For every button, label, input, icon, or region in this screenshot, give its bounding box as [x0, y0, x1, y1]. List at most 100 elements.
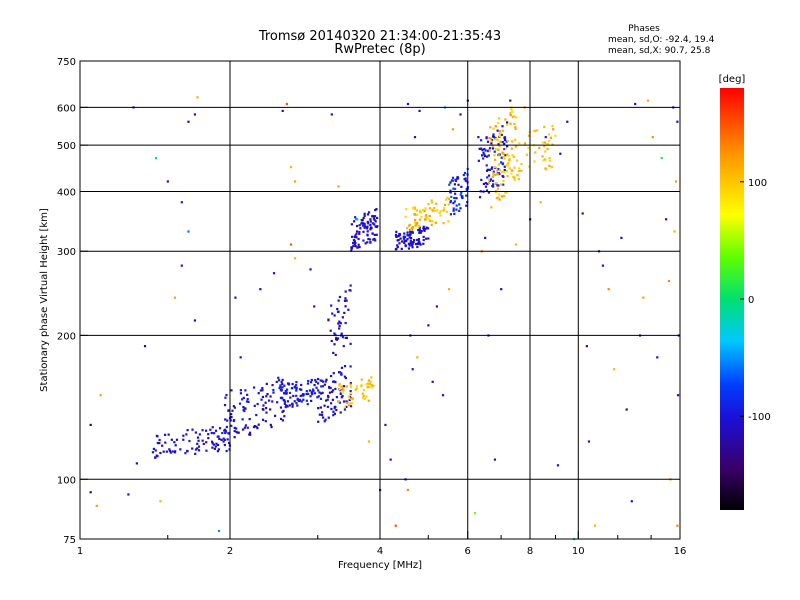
- echo-point: [259, 389, 262, 392]
- echo-point: [307, 392, 310, 396]
- echo-point: [215, 442, 218, 445]
- echo-point: [356, 246, 359, 249]
- echo-point: [527, 134, 531, 137]
- echo-point: [364, 226, 367, 229]
- echo-point: [406, 488, 410, 492]
- echo-point: [498, 130, 501, 133]
- echo-point: [281, 378, 284, 382]
- echo-point: [330, 304, 333, 307]
- echo-point: [241, 428, 245, 431]
- echo-point: [312, 389, 315, 392]
- echo-point: [338, 320, 341, 323]
- echo-point: [252, 386, 256, 389]
- echo-point: [288, 404, 291, 407]
- echo-point: [265, 395, 268, 398]
- echo-point: [173, 441, 176, 444]
- echo-point: [321, 411, 324, 414]
- echo-point: [194, 431, 197, 434]
- echo-point: [316, 382, 320, 385]
- echo-point: [227, 441, 231, 444]
- echo-point: [213, 447, 216, 450]
- echo-point: [486, 176, 489, 179]
- echo-point: [349, 402, 352, 405]
- echo-point: [435, 202, 438, 205]
- echo-point: [488, 149, 491, 153]
- echo-point: [409, 239, 412, 242]
- echo-point: [293, 257, 297, 260]
- echo-point: [230, 413, 233, 416]
- echo-point: [370, 383, 373, 387]
- echo-point: [168, 448, 171, 451]
- echo-point: [362, 388, 366, 392]
- echo-point: [443, 206, 446, 210]
- echo-point: [448, 183, 451, 186]
- echo-point: [413, 238, 416, 242]
- echo-point: [368, 238, 372, 241]
- echo-point: [496, 173, 500, 176]
- echo-point: [340, 373, 343, 376]
- echo-point: [544, 136, 547, 139]
- y-tick-label: 600: [57, 103, 76, 114]
- echo-point: [362, 230, 365, 233]
- echo-point: [367, 440, 371, 443]
- echo-point: [337, 185, 340, 188]
- echo-point: [318, 391, 321, 394]
- echo-point: [372, 217, 376, 220]
- echo-point: [364, 242, 367, 245]
- echo-point: [319, 379, 322, 382]
- echo-point: [465, 194, 468, 197]
- echo-point: [367, 379, 371, 382]
- echo-point: [498, 117, 501, 120]
- echo-point: [173, 296, 177, 299]
- echo-point: [431, 209, 435, 212]
- echo-point: [212, 443, 216, 446]
- echo-point: [416, 238, 419, 242]
- echo-point: [246, 426, 249, 429]
- echo-point: [271, 383, 274, 387]
- echo-point: [335, 396, 339, 399]
- echo-point: [239, 392, 243, 395]
- echo-point: [492, 135, 495, 138]
- echo-point: [504, 147, 507, 150]
- echo-point: [345, 400, 348, 403]
- echo-point: [481, 154, 484, 157]
- echo-point: [256, 427, 259, 430]
- echo-point: [409, 230, 412, 234]
- echo-point: [410, 244, 414, 247]
- echo-point: [414, 218, 417, 222]
- echo-point: [338, 383, 341, 386]
- echo-point: [676, 394, 680, 397]
- echo-point: [272, 388, 275, 392]
- echo-point: [269, 408, 272, 411]
- echo-point: [514, 127, 517, 131]
- echo-point: [676, 120, 679, 123]
- echo-point: [95, 504, 98, 508]
- echo-point: [544, 150, 547, 153]
- echo-point: [248, 417, 251, 421]
- echo-point: [462, 173, 465, 177]
- echo-point: [244, 407, 247, 410]
- echo-point: [347, 404, 351, 407]
- echo-point: [419, 209, 422, 212]
- echo-point: [497, 196, 500, 199]
- echo-point: [460, 185, 463, 188]
- echo-point: [320, 379, 324, 382]
- echo-point: [414, 243, 418, 246]
- echo-point: [362, 216, 365, 220]
- echo-point: [286, 405, 289, 408]
- colorbar-tick-label: 100: [748, 178, 767, 189]
- echo-point: [412, 241, 415, 244]
- echo-point: [593, 524, 597, 527]
- echo-point: [338, 327, 341, 330]
- echo-point: [613, 368, 616, 371]
- echo-point: [276, 401, 279, 404]
- echo-point: [224, 428, 227, 431]
- echo-point: [482, 182, 486, 186]
- echo-point: [198, 433, 201, 436]
- echo-point: [340, 366, 344, 369]
- echo-point: [458, 209, 461, 213]
- echo-point: [371, 215, 374, 218]
- echo-point: [545, 143, 548, 146]
- echo-point: [296, 404, 299, 407]
- echo-point: [339, 392, 342, 395]
